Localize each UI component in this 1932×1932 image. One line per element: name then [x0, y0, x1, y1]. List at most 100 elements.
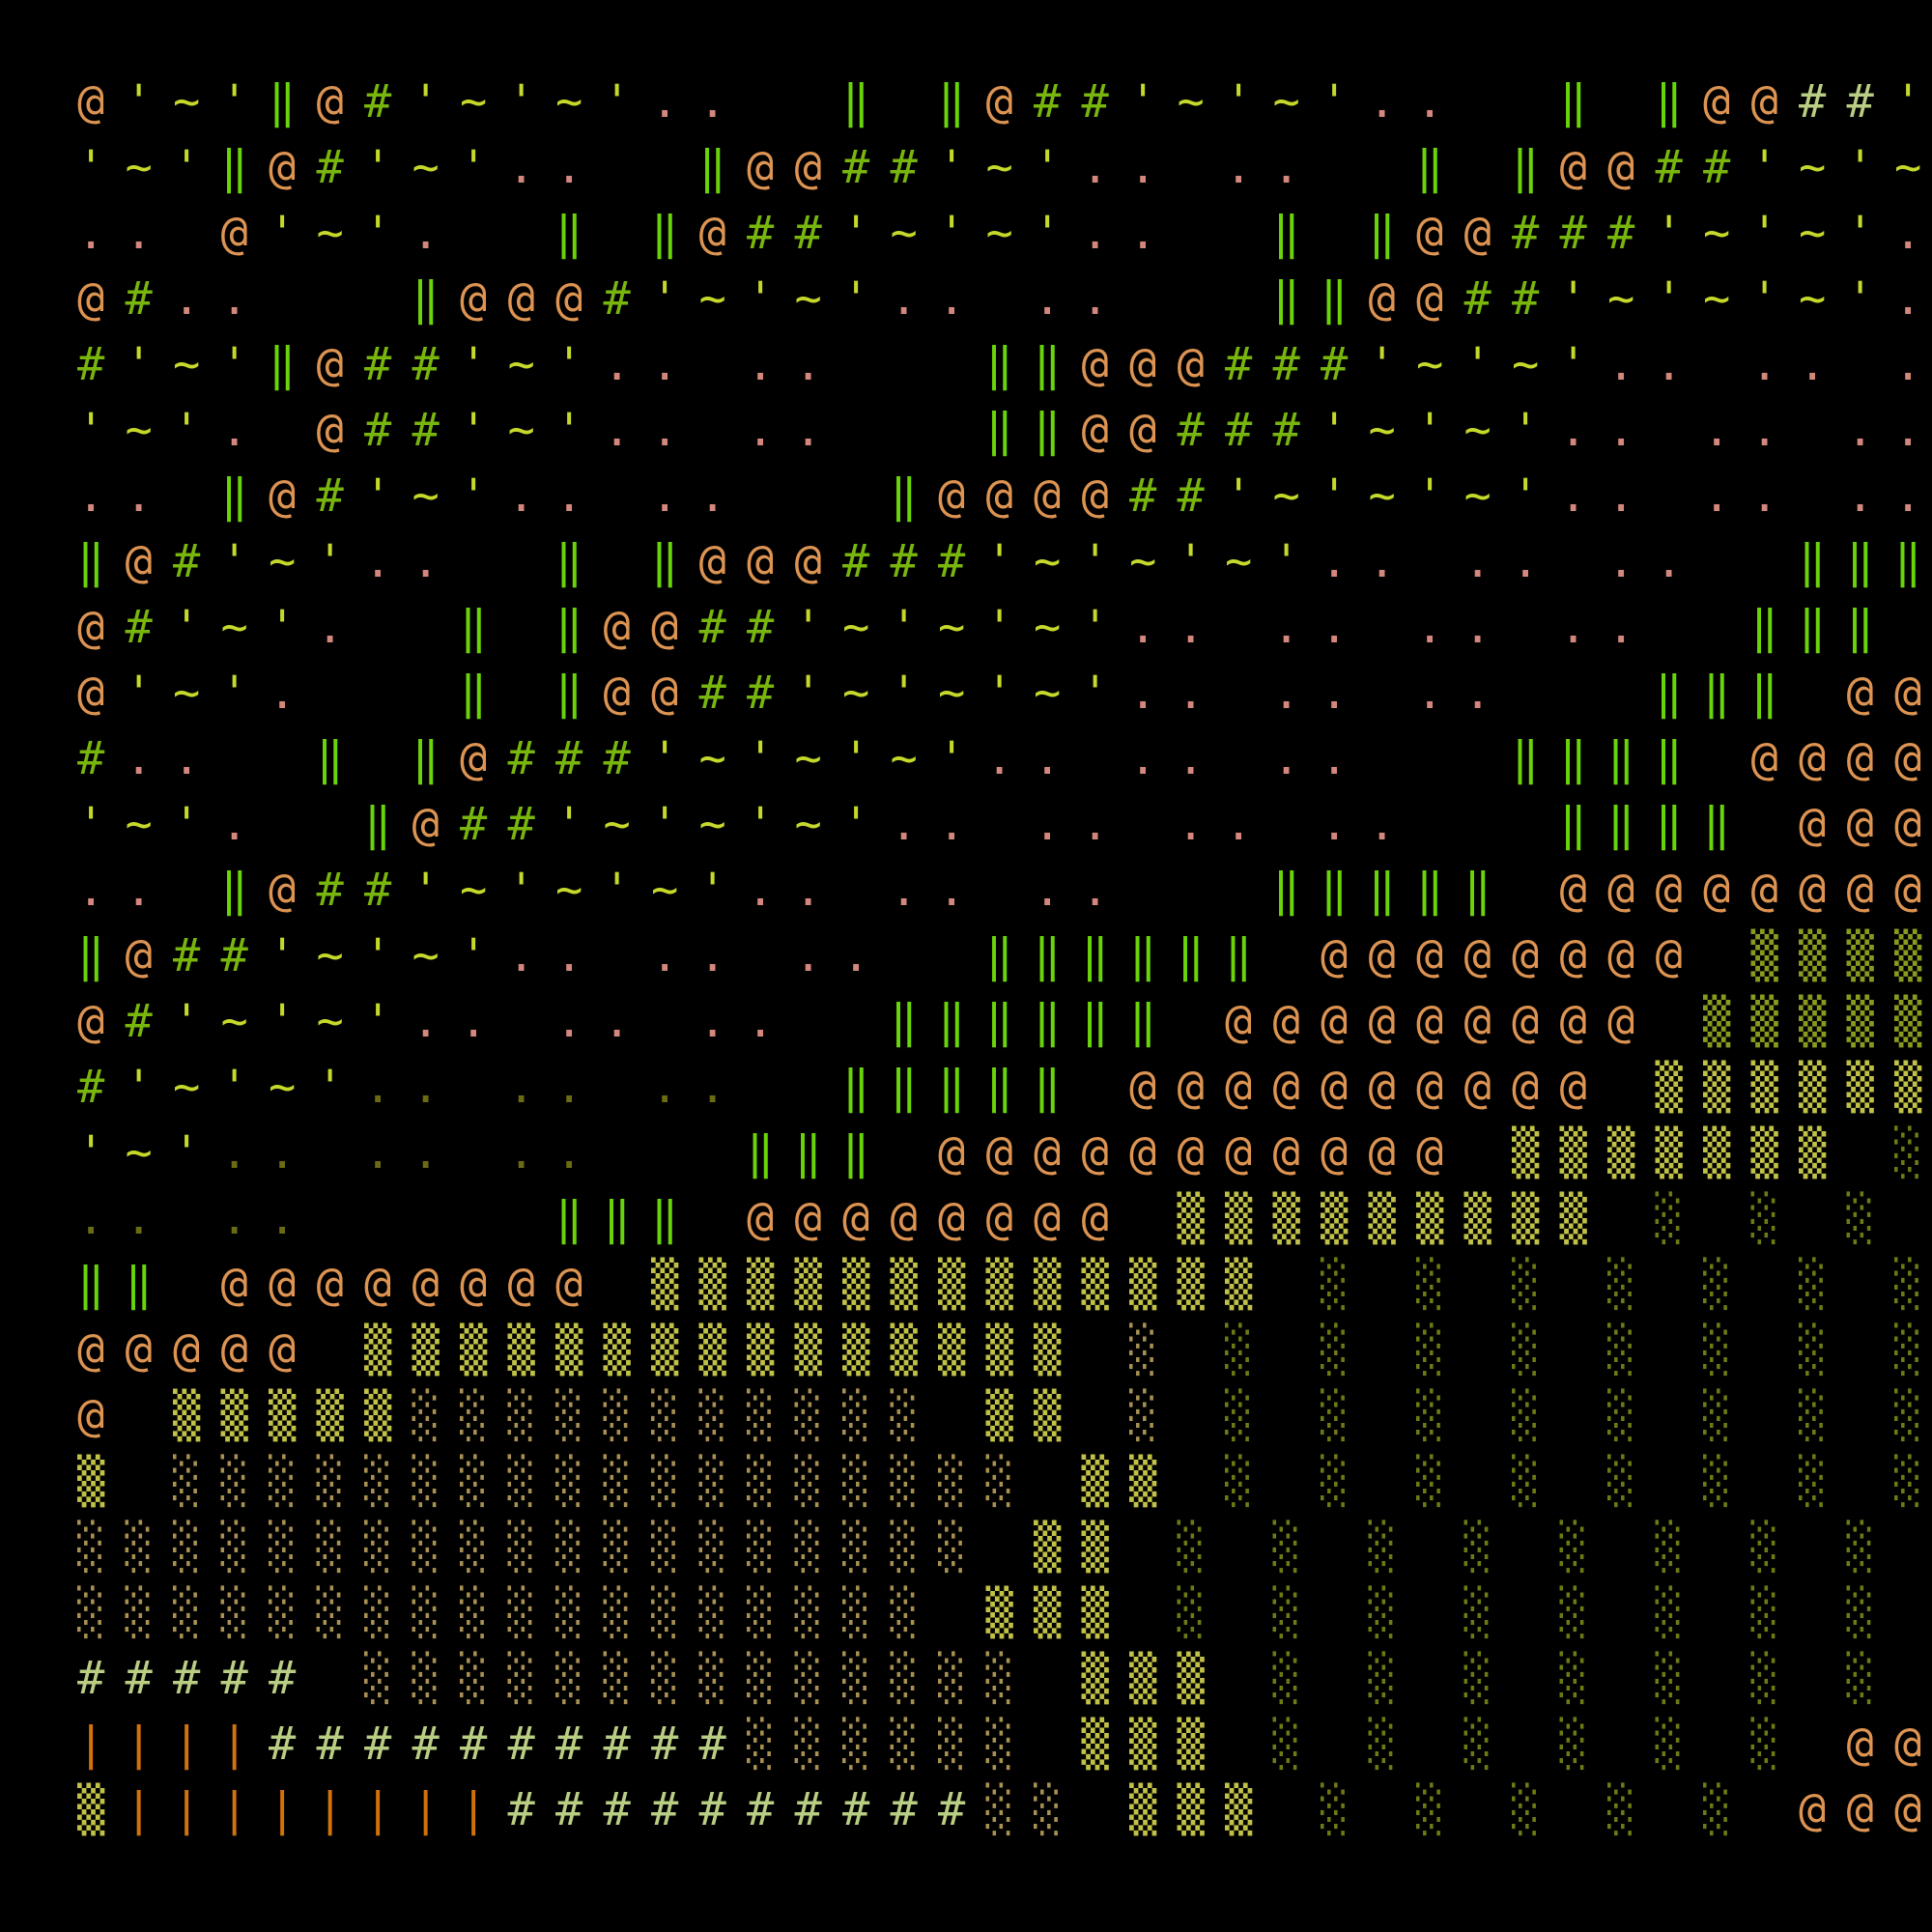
ascii-cell: @ [1799, 864, 1827, 917]
ascii-cell: . [1034, 798, 1062, 851]
ascii-cell: ~ [698, 732, 726, 785]
ascii-cell: ░ [1894, 1258, 1922, 1311]
ascii-cell: @ [269, 1323, 297, 1377]
ascii-cell: ~ [1272, 469, 1300, 523]
ascii-cell: # [507, 1718, 535, 1771]
ascii-cell: ‖ [1703, 798, 1731, 851]
ascii-cell: | [269, 1783, 297, 1836]
ascii-cell: # [1559, 207, 1587, 260]
ascii-cell: ░ [794, 1455, 822, 1508]
ascii-cell [699, 1121, 748, 1186]
ascii-cell: @ [698, 207, 726, 260]
ascii-cell: # [412, 404, 440, 457]
ascii-cell: ░ [1272, 1718, 1300, 1771]
ascii-cell: # [603, 732, 631, 785]
ascii-cell: ░ [412, 1455, 440, 1508]
ascii-cell [1751, 529, 1800, 595]
ascii-cell: . [1272, 732, 1300, 785]
ascii-cell [1560, 529, 1608, 595]
ascii-cell: . [125, 864, 153, 917]
ascii-cell: ~ [794, 798, 822, 851]
ascii-cell: ' [842, 798, 870, 851]
ascii-cell [1369, 1383, 1417, 1449]
ascii-row: '~'‖@#'~'.. ‖@@##'~'.. .. ‖ ‖@@##'~'~'..… [77, 135, 1932, 201]
ascii-cell: ░ [1799, 1389, 1827, 1442]
ascii-cell [1607, 1515, 1656, 1580]
ascii-cell: ‖ [269, 338, 297, 391]
ascii-cell: ~ [1512, 338, 1540, 391]
ascii-cell [508, 989, 556, 1055]
ascii-cell: @ [1894, 1718, 1922, 1771]
ascii-cell: ' [173, 601, 201, 654]
ascii-cell: @ [1129, 338, 1157, 391]
ascii-cell: ░ [890, 1586, 918, 1639]
ascii-cell [699, 1186, 748, 1252]
ascii-cell: ~ [985, 141, 1013, 194]
ascii-cell: @ [1321, 1061, 1349, 1114]
ascii-cell [1607, 70, 1656, 135]
ascii-cell: . [125, 732, 153, 785]
ascii-cell: ‖ [1034, 995, 1062, 1048]
ascii-cell: ░ [460, 1389, 488, 1442]
ascii-cell: ░ [985, 1652, 1013, 1705]
ascii-cell: ░ [1321, 1323, 1349, 1377]
ascii-cell: . [412, 207, 440, 260]
ascii-cell: | [77, 1718, 105, 1771]
ascii-cell: # [555, 1718, 583, 1771]
ascii-cell: ‖ [1463, 864, 1492, 917]
ascii-cell [317, 1121, 365, 1186]
ascii-cell: ░ [1655, 1586, 1683, 1639]
ascii-cell: ' [173, 798, 201, 851]
ascii-cell: ░ [269, 1455, 297, 1508]
ascii-cell: ░ [890, 1718, 918, 1771]
ascii-row: @ ▒ ▒ ▒ ▒ ▒ ░ ░ ░ ░ ░ ░ ░ ░ ░ ░ ░ ▒ ▒ ░ ░ ░ ░ ░ ░ ░ ░ ░ … [77, 1383, 1932, 1449]
ascii-cell: ‖ [1846, 535, 1874, 588]
ascii-cell: # [316, 469, 344, 523]
ascii-cell: ‖ [555, 207, 583, 260]
ascii-cell: ' [1321, 404, 1349, 457]
ascii-cell: . [1272, 601, 1300, 654]
ascii-cell [1225, 201, 1273, 267]
ascii-cell: ▒ [890, 1258, 918, 1311]
ascii-cell: ▒ [1225, 1258, 1253, 1311]
ascii-cell: ░ [747, 1718, 775, 1771]
ascii-cell: @ [985, 1192, 1013, 1245]
ascii-cell: # [603, 1718, 631, 1771]
ascii-cell: ' [1081, 667, 1109, 720]
ascii-cell: ▒ [1368, 1192, 1396, 1245]
ascii-cell [1273, 1383, 1321, 1449]
ascii-cell [699, 398, 748, 464]
ascii-cell [1082, 726, 1130, 792]
ascii-cell [1178, 858, 1226, 923]
ascii-cell: . [364, 1061, 392, 1114]
ascii-cell: . [125, 469, 153, 523]
ascii-cell: ' [173, 995, 201, 1048]
ascii-cell [1799, 1580, 1847, 1646]
ascii-cell: ' [220, 1061, 248, 1114]
ascii-cell: @ [747, 1192, 775, 1245]
ascii-cell: @ [1846, 1718, 1874, 1771]
ascii-cell: ░ [364, 1652, 392, 1705]
ascii-cell: . [412, 535, 440, 588]
ascii-cell: ~ [1225, 535, 1253, 588]
ascii-cell: @ [1272, 995, 1300, 1048]
ascii-cell: . [1846, 404, 1874, 457]
ascii-cell: ░ [412, 1389, 440, 1442]
ascii-cell [842, 464, 891, 529]
ascii-cell: ' [1225, 469, 1253, 523]
ascii-cell: . [1799, 338, 1827, 391]
ascii-cell: . [555, 1061, 583, 1114]
ascii-cell: ░ [1559, 1586, 1587, 1639]
ascii-cell [1273, 1318, 1321, 1383]
ascii-cell: @ [125, 1323, 153, 1377]
ascii-cell: ▒ [1416, 1192, 1444, 1245]
ascii-cell [1225, 1712, 1273, 1777]
ascii-cell: ‖ [1894, 535, 1922, 588]
ascii-cell [1369, 135, 1417, 201]
ascii-cell: ▒ [985, 1586, 1013, 1639]
ascii-cell: @ [1034, 469, 1062, 523]
ascii-cell: @ [173, 1323, 201, 1377]
ascii-cell: ‖ [651, 535, 679, 588]
ascii-cell [1703, 1186, 1751, 1252]
ascii-cell: ' [842, 207, 870, 260]
